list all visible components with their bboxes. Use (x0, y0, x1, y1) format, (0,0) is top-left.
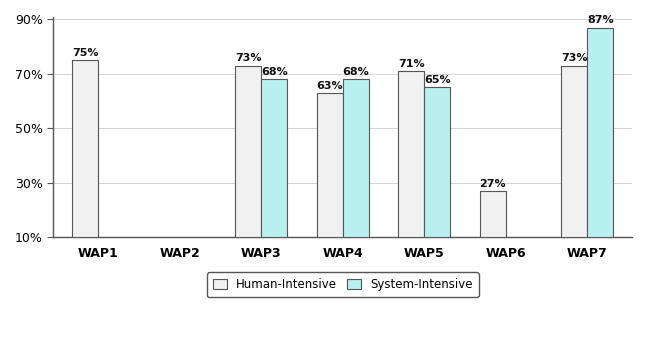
Text: 63%: 63% (316, 81, 343, 90)
Text: 75%: 75% (72, 48, 98, 58)
Text: 27%: 27% (479, 178, 506, 189)
Bar (587, 27, 613, 237)
Bar (343, 79, 369, 237)
Bar (72, 60, 98, 237)
Text: 71%: 71% (398, 59, 424, 69)
Text: 68%: 68% (342, 67, 369, 77)
Text: 87%: 87% (587, 15, 613, 25)
Text: 73%: 73% (561, 54, 587, 63)
Legend: Human-Intensive, System-Intensive: Human-Intensive, System-Intensive (207, 272, 479, 297)
Bar (561, 65, 587, 237)
Text: 68%: 68% (261, 67, 288, 77)
Bar (424, 87, 450, 237)
Bar (316, 93, 343, 237)
Text: 65%: 65% (424, 75, 450, 85)
Bar (235, 65, 261, 237)
Bar (261, 79, 287, 237)
Text: 73%: 73% (235, 54, 261, 63)
Bar (398, 71, 424, 237)
Bar (479, 191, 506, 237)
